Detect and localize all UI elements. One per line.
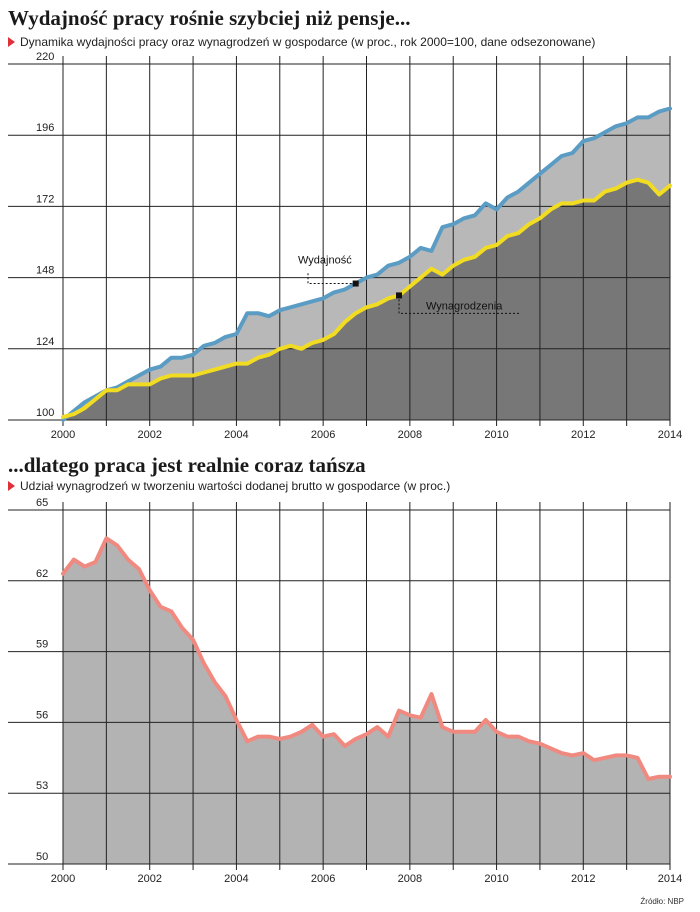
annotation-marker-wynagrodzenia xyxy=(396,292,403,299)
x-tick-label: 2008 xyxy=(398,873,422,885)
chart1-title: Wydajność pracy rośnie szybciej niż pens… xyxy=(8,6,411,30)
y-tick-label: 148 xyxy=(36,265,54,277)
y-tick-label: 65 xyxy=(36,497,48,509)
y-tick-label: 124 xyxy=(36,336,54,348)
series-line-share xyxy=(61,536,672,781)
x-tick-label: 2014 xyxy=(658,873,682,885)
y-tick-label: 172 xyxy=(36,193,54,205)
chart2-svg: 50 53 56 59 62 65 2000 2002 2004 2006 2008 2010 2012… xyxy=(8,497,682,885)
x-tick-label: 2012 xyxy=(571,429,595,441)
x-tick-label: 2014 xyxy=(658,429,682,441)
annotation-label-wydajnosc: Wydajność xyxy=(298,255,352,267)
x-tick-label: 2002 xyxy=(137,429,161,441)
x-tick-label: 2002 xyxy=(137,873,161,885)
chart2-title: ...dlatego praca jest realnie coraz tańs… xyxy=(8,453,366,477)
y-tick-label: 62 xyxy=(36,568,48,580)
share-area xyxy=(63,538,670,864)
triangle-bullet-icon xyxy=(8,481,15,491)
wages-area xyxy=(63,179,670,420)
x-tick-label: 2004 xyxy=(224,429,248,441)
y-tick-label: 53 xyxy=(36,780,48,792)
x-tick-label: 2000 xyxy=(51,873,75,885)
x-tick-label: 2006 xyxy=(311,873,335,885)
x-tick-label: 2012 xyxy=(571,873,595,885)
y-tick-label: 220 xyxy=(36,51,54,63)
source-note: Źródło: NBP xyxy=(640,897,684,906)
x-tick-label: 2000 xyxy=(51,429,75,441)
annotation-leader-wynagrodzenia xyxy=(398,295,520,314)
x-tick-label: 2010 xyxy=(484,429,508,441)
chart1-svg: 100 124 148 172 196 220 2000 2002 2004 2006 2008 20… xyxy=(8,51,682,441)
x-tick-label: 2008 xyxy=(398,429,422,441)
chart2-subtitle-text: Udział wynagrodzeń w tworzeniu wartości … xyxy=(20,479,451,493)
chart1-subtitle-text: Dynamika wydajności pracy oraz wynagrodz… xyxy=(20,35,596,49)
x-tick-label: 2006 xyxy=(311,429,335,441)
x-tick-label: 2004 xyxy=(224,873,248,885)
y-tick-label: 50 xyxy=(36,851,48,863)
y-tick-label: 59 xyxy=(36,639,48,651)
y-tick-label: 100 xyxy=(36,407,54,419)
series-line-wynagrodzenia xyxy=(61,177,672,419)
y-tick-label: 56 xyxy=(36,709,48,721)
x-tick-label: 2010 xyxy=(484,873,508,885)
triangle-bullet-icon xyxy=(8,37,15,47)
annotation-label-wynagrodzenia: Wynagrodzenia xyxy=(426,300,503,312)
gap-area xyxy=(63,108,670,420)
annotation-marker-wydajnosc xyxy=(352,280,359,287)
chart1-subtitle: Dynamika wydajności pracy oraz wynagrodz… xyxy=(8,35,595,49)
chart2-subtitle: Udział wynagrodzeń w tworzeniu wartości … xyxy=(8,479,450,493)
series-line-wydajność xyxy=(61,106,672,422)
y-tick-label: 196 xyxy=(36,122,54,134)
